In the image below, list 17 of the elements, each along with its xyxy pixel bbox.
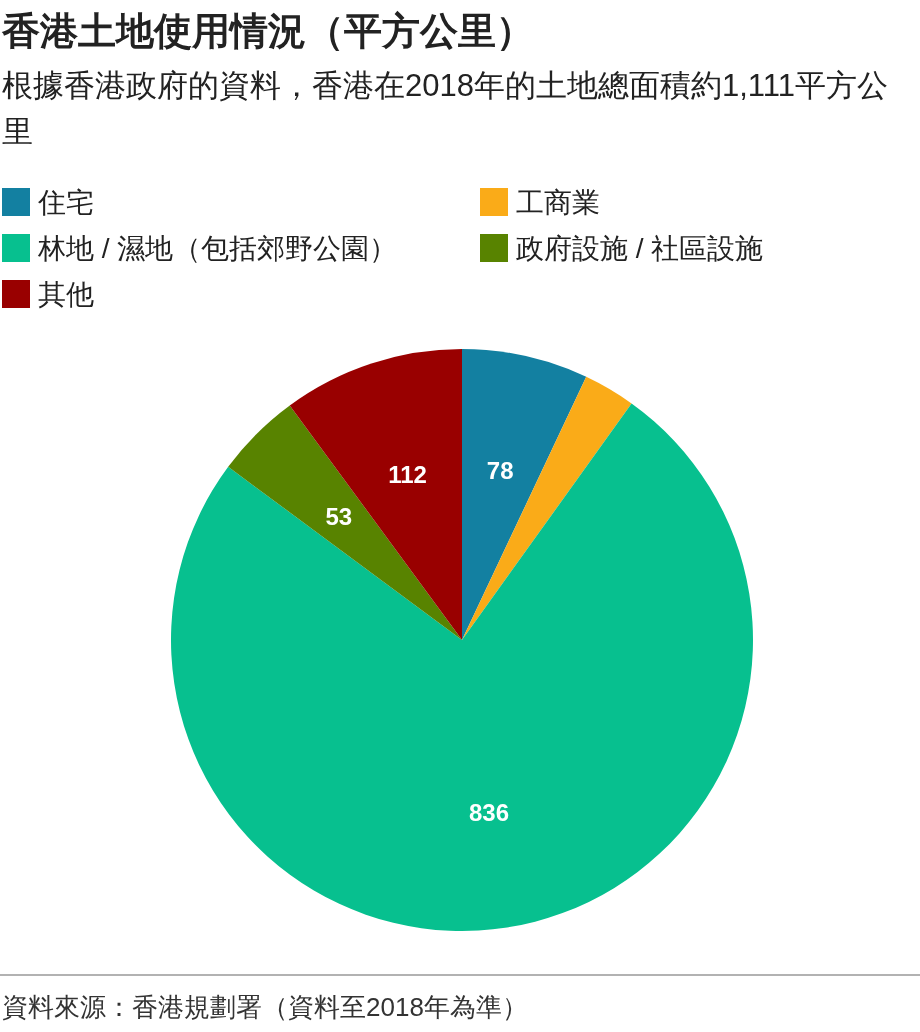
data-label: 112: [388, 461, 427, 489]
pie-slice: [228, 405, 462, 640]
chart-title: 香港土地使用情況（平方公里）: [1, 10, 534, 52]
pie-slice: [289, 349, 462, 640]
pie-slice: [462, 349, 587, 640]
data-label: 836: [469, 799, 510, 827]
legend-label: 林地 / 濕地（包括郊野公園）: [37, 233, 398, 264]
pie-slice: [462, 376, 632, 640]
pie-slice: [171, 403, 753, 931]
legend-label: 政府設施 / 社區設施: [516, 233, 764, 264]
legend-label: 住宅: [37, 187, 94, 218]
data-label: 78: [486, 456, 514, 484]
chart-subtitle: 根據香港政府的資料，香港在2018年的土地總面積約1,111平方公里: [2, 68, 888, 149]
legend-label: 其他: [38, 279, 94, 310]
source-note: 資料來源：香港規劃署（資料至2018年為準）: [2, 992, 528, 1022]
data-label: 53: [325, 503, 353, 531]
legend-label: 工商業: [516, 187, 600, 218]
